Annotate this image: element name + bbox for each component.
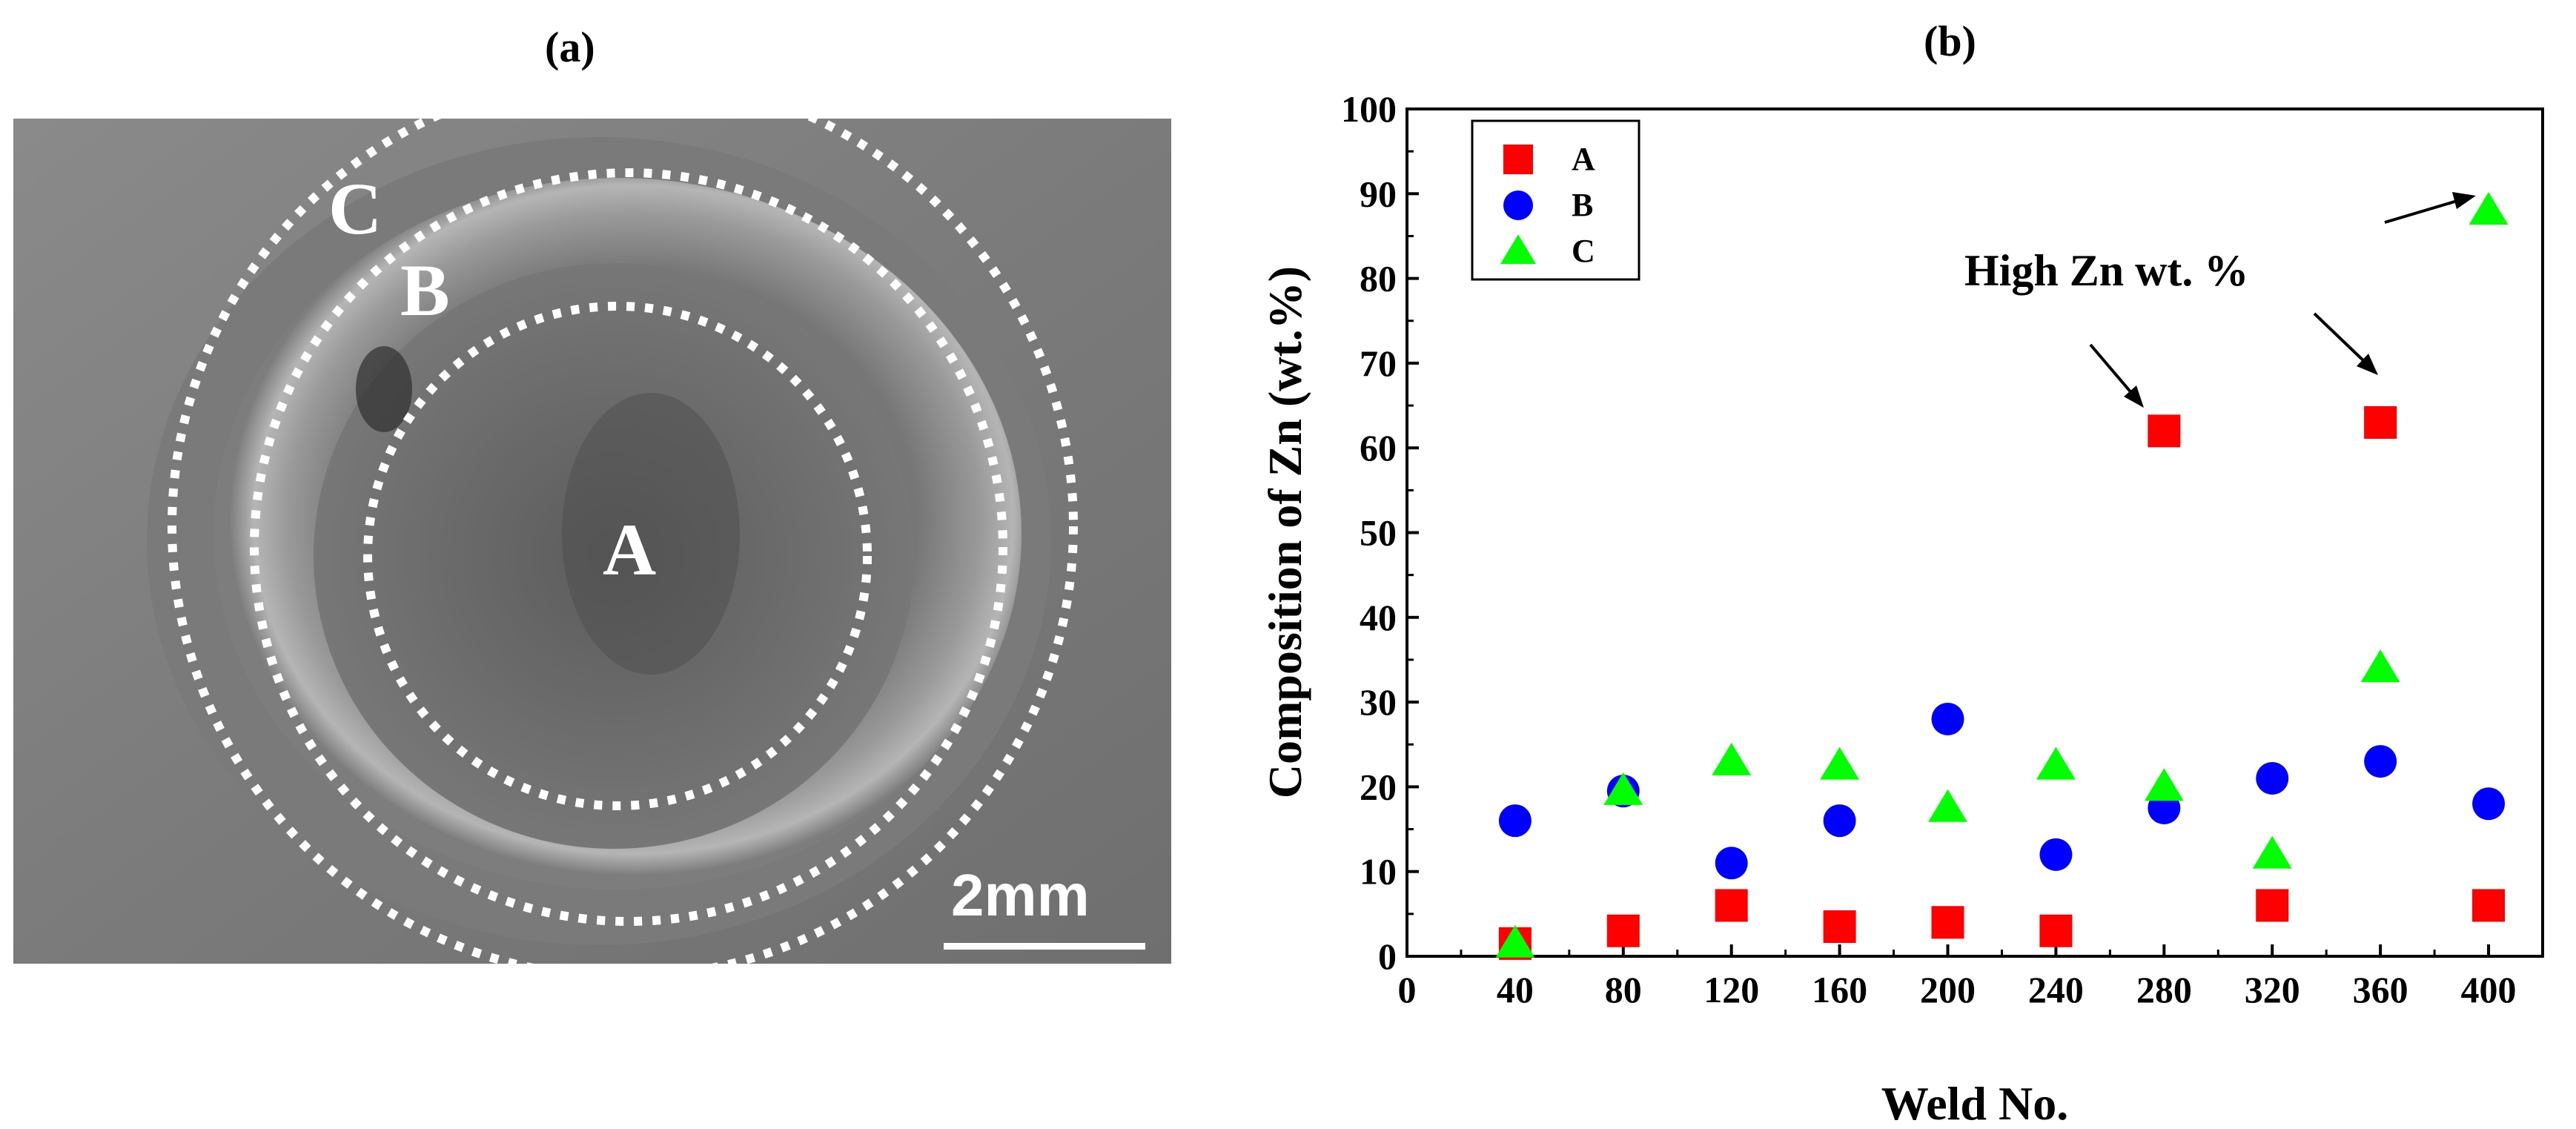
data-point-a: [2364, 405, 2397, 439]
y-tick-label: 80: [1360, 258, 1397, 299]
legend-label-b: B: [1572, 187, 1593, 223]
data-point-b: [1498, 804, 1532, 838]
x-tick-label: 0: [1398, 969, 1417, 1010]
legend-marker-b: [1503, 191, 1533, 220]
data-point-b: [1823, 804, 1856, 838]
x-axis-label: Weld No.: [1881, 1077, 2068, 1127]
y-tick-label: 90: [1360, 173, 1397, 214]
data-point-b: [1715, 847, 1748, 880]
y-tick-label: 40: [1360, 597, 1397, 638]
x-tick-label: 160: [1812, 969, 1867, 1010]
x-tick-label: 280: [2136, 969, 2192, 1010]
annotation-arrow-2: [2313, 312, 2368, 365]
data-point-a: [2039, 914, 2073, 947]
annotation-arrowhead-2: [2357, 354, 2378, 375]
data-points: [1495, 192, 2509, 960]
y-tick-label: 30: [1360, 681, 1397, 723]
y-tick-label: 10: [1360, 851, 1397, 893]
annotation-arrow-3: [2384, 199, 2460, 224]
y-tick-label: 60: [1360, 427, 1397, 469]
region-c-boundary: [168, 119, 1078, 964]
x-tick-label: 360: [2353, 969, 2408, 1010]
annotation-arrowhead-3: [2452, 192, 2476, 209]
x-tick-label: 400: [2461, 969, 2517, 1010]
data-point-c: [2360, 649, 2400, 683]
data-point-c: [1495, 924, 1535, 958]
data-point-a: [2148, 414, 2181, 448]
region-a-boundary: [363, 302, 872, 810]
region-b-boundary: [250, 168, 1007, 926]
annotation-text: High Zn wt. %: [1964, 246, 2248, 295]
data-point-a: [2472, 889, 2506, 922]
data-point-c: [2144, 768, 2184, 801]
y-axis-ticks: 0 10 20 30 40 50 60 70 80 90 100: [1341, 89, 1419, 977]
rim-crack: [356, 346, 412, 432]
x-tick-label: 320: [2245, 969, 2300, 1010]
data-point-c: [2252, 835, 2292, 869]
indentation-dark-spot: [562, 393, 740, 675]
legend-marker-c: [1500, 234, 1536, 265]
data-point-b: [2472, 787, 2506, 821]
x-tick-label: 40: [1497, 969, 1534, 1010]
data-point-a: [1606, 914, 1640, 947]
region-c-label: C: [328, 168, 382, 250]
data-point-c: [2036, 746, 2076, 780]
data-point-c: [1712, 743, 1752, 775]
y-axis-label: Composition of Zn (wt.%): [1259, 266, 1311, 798]
weld-nugget: [314, 263, 914, 849]
data-point-c: [1820, 746, 1860, 780]
data-point-b: [2256, 761, 2289, 795]
data-point-b: [2039, 838, 2073, 871]
data-point-c: [1928, 789, 1967, 822]
data-point-b: [2364, 745, 2397, 778]
panel-a-label: (a): [545, 23, 595, 71]
data-point-b: [1931, 702, 1964, 735]
data-point-c: [1603, 772, 1643, 805]
x-tick-label: 200: [1920, 969, 1976, 1010]
annotation-arrow-1: [2089, 343, 2134, 396]
y-tick-label: 0: [1378, 936, 1397, 977]
sem-micrograph: C B A 2mm: [13, 119, 1171, 964]
annotation-group: High Zn wt. %: [1964, 192, 2476, 408]
data-point-c: [2469, 192, 2509, 225]
data-point-a: [2256, 889, 2289, 922]
data-point-a: [1931, 906, 1964, 939]
data-point-a: [1715, 889, 1748, 922]
region-b-label: B: [400, 249, 450, 331]
y-tick-label: 70: [1360, 342, 1397, 384]
legend-marker-a: [1503, 145, 1533, 174]
x-tick-label: 80: [1605, 969, 1642, 1010]
y-tick-label: 100: [1341, 89, 1397, 130]
y-tick-label: 20: [1360, 766, 1397, 807]
legend-box: [1471, 119, 1640, 281]
x-tick-label: 240: [2028, 969, 2084, 1010]
region-a-label: A: [603, 509, 656, 591]
legend-label-a: A: [1572, 141, 1595, 177]
y-tick-label: 50: [1360, 512, 1397, 554]
scale-bar-label: 2mm: [951, 862, 1090, 928]
x-tick-label: 120: [1703, 969, 1759, 1010]
panel-b-label: (b): [1924, 17, 1976, 65]
data-point-a: [1823, 910, 1856, 943]
scale-bar: [944, 943, 1145, 950]
chart-legend: ABC: [1471, 119, 1640, 281]
x-axis-ticks: 0 40 80 120 160 200 240 280 320 360 400: [1398, 944, 2517, 1010]
zn-composition-chart: 0 10 20 30 40 50 60 70 80 90 100 0 40 80 120 160 200 240…: [1259, 89, 2544, 1127]
legend-label-c: C: [1572, 233, 1595, 269]
annotation-arrowhead-1: [2124, 385, 2144, 408]
